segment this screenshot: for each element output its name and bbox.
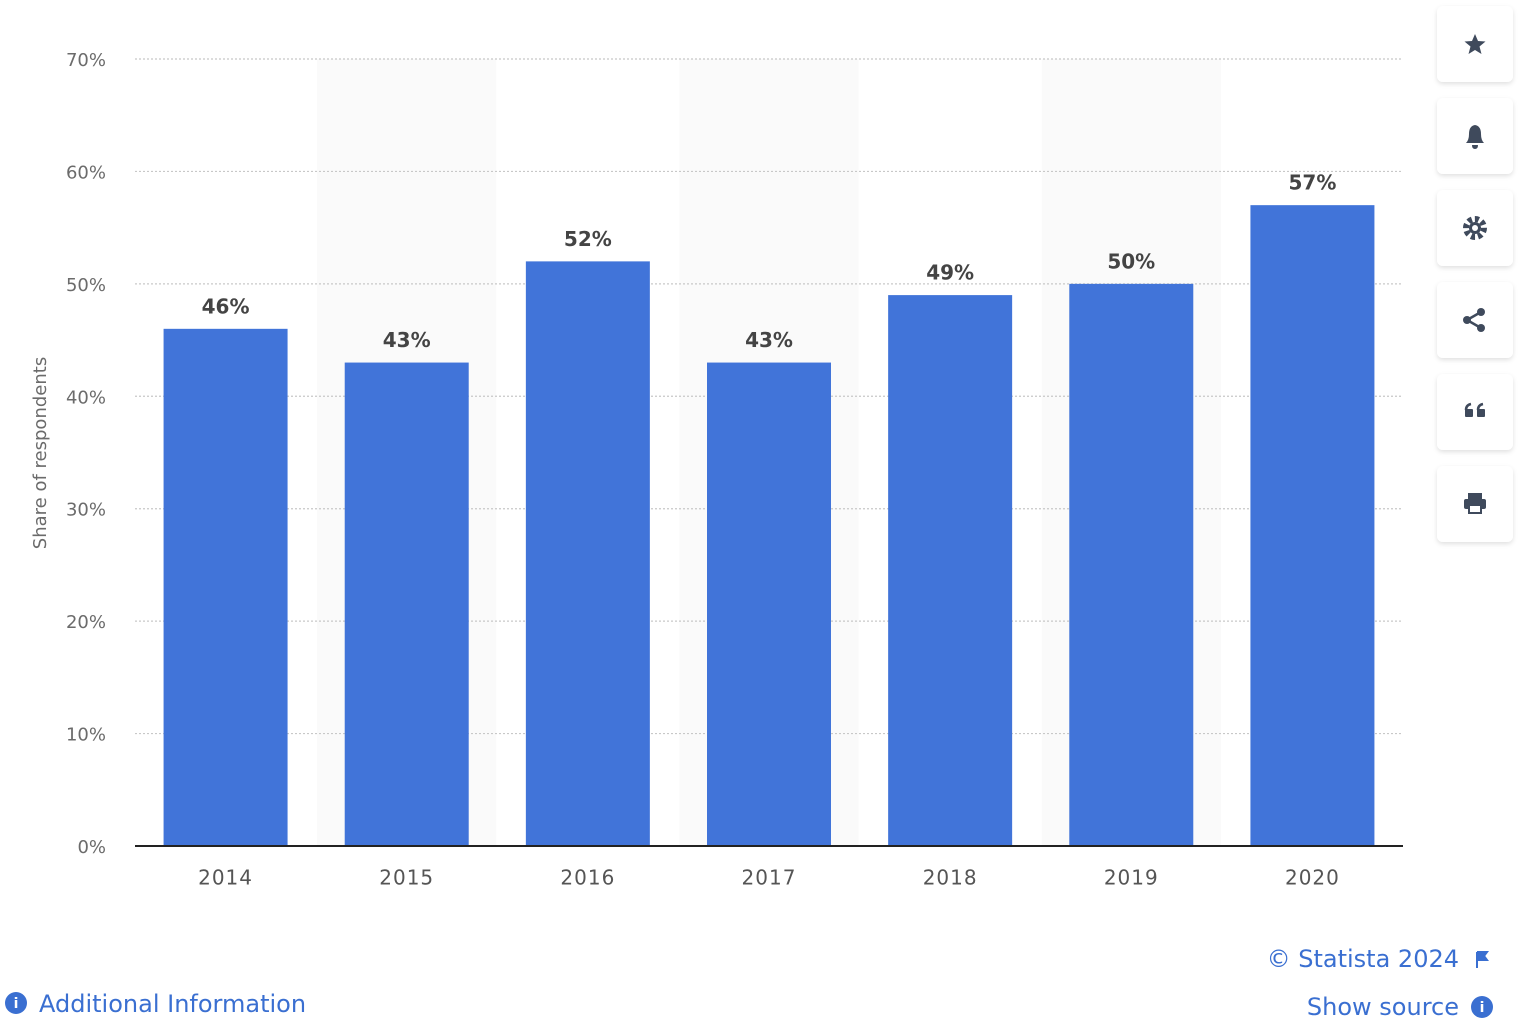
y-tick-label: 60% <box>66 162 106 183</box>
info-icon: i <box>14 996 19 1012</box>
share-icon <box>1463 308 1485 332</box>
value-label: 43% <box>745 328 793 352</box>
value-label: 46% <box>202 294 250 318</box>
value-label: 57% <box>1288 171 1336 195</box>
bar <box>1069 283 1194 846</box>
gear-icon <box>1472 225 1478 231</box>
y-axis-label: Share of respondents <box>30 357 51 549</box>
value-label: 50% <box>1107 249 1155 273</box>
footer: © Statista 2024 Show source i i Addition… <box>5 945 1493 1021</box>
additional-info-link[interactable]: Additional Information <box>39 990 306 1018</box>
bar <box>1250 205 1375 846</box>
value-label: 43% <box>383 328 431 352</box>
flag-icon <box>1476 951 1489 968</box>
y-tick-label: 50% <box>66 275 106 296</box>
cite-button[interactable] <box>1437 374 1513 450</box>
x-tick-label: 2017 <box>742 866 797 890</box>
value-label: 49% <box>926 261 974 285</box>
bar <box>707 362 831 846</box>
y-tick-label: 70% <box>66 50 106 71</box>
value-label: 52% <box>564 227 612 251</box>
bar <box>163 328 288 846</box>
info-icon <box>1471 996 1493 1018</box>
show-source-link[interactable]: Show source <box>1307 993 1459 1021</box>
x-tick-label: 2019 <box>1104 866 1159 890</box>
x-tick-label: 2018 <box>923 866 978 890</box>
y-tick-label: 30% <box>66 500 106 521</box>
y-tick-label: 20% <box>66 612 106 633</box>
x-tick-label: 2016 <box>560 866 615 890</box>
print-icon <box>1464 493 1486 514</box>
info-icon: i <box>1480 1000 1485 1016</box>
x-tick-label: 2020 <box>1285 866 1340 890</box>
credit-link[interactable]: © Statista 2024 <box>1267 945 1459 973</box>
toolbar <box>1437 6 1513 542</box>
x-tick-label: 2014 <box>198 866 253 890</box>
quote-icon <box>1464 402 1485 417</box>
bar <box>888 295 1013 847</box>
bell-icon <box>1466 125 1484 149</box>
gear-icon <box>1463 216 1487 240</box>
star-icon <box>1464 34 1486 54</box>
y-tick-label: 40% <box>66 387 106 408</box>
bar <box>344 362 469 846</box>
bar <box>525 261 650 846</box>
x-tick-label: 2015 <box>379 866 434 890</box>
info-icon <box>5 992 27 1014</box>
y-tick-label: 10% <box>66 725 106 746</box>
share-button[interactable] <box>1437 282 1513 358</box>
y-tick-label: 0% <box>77 837 106 858</box>
